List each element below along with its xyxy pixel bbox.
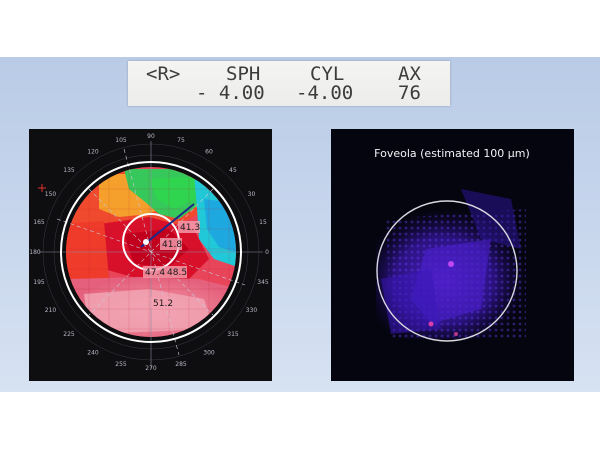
angle-label: 195 bbox=[33, 279, 45, 286]
corneal-topography-map: 41.3 41.8 47.4 48.5 51.2 0 15 30 45 60 75 90 10… bbox=[29, 129, 272, 381]
angle-label: 345 bbox=[257, 279, 269, 286]
reading-48-5: 48.5 bbox=[167, 268, 187, 278]
ax-header: AX bbox=[398, 63, 421, 85]
photoreceptor-mosaic bbox=[376, 189, 526, 339]
cyl-header: CYL bbox=[310, 63, 345, 85]
angle-label: 225 bbox=[63, 331, 75, 338]
cyl-value: -4.00 bbox=[296, 82, 354, 104]
angle-label: 15 bbox=[259, 219, 267, 226]
angle-label: 120 bbox=[87, 149, 99, 156]
angle-label: 90 bbox=[147, 133, 155, 140]
center-marker bbox=[143, 239, 149, 245]
reading-41-8: 41.8 bbox=[162, 240, 182, 250]
steep-axis-line bbox=[140, 203, 195, 248]
foveola-caption: Foveola (estimated 100 µm) bbox=[374, 147, 530, 160]
reading-41-3: 41.3 bbox=[180, 223, 200, 233]
angle-label: 135 bbox=[63, 167, 75, 174]
prescription-printout: <R> SPH CYL AX - 4.00 -4.00 76 bbox=[128, 61, 450, 106]
sph-header: SPH bbox=[226, 63, 261, 85]
angle-label: 60 bbox=[205, 149, 213, 156]
angle-label: 165 bbox=[33, 219, 45, 226]
red-crosshair-icon bbox=[38, 184, 46, 192]
angle-label: 150 bbox=[45, 191, 57, 198]
angle-label: 30 bbox=[248, 191, 256, 198]
angle-label: 285 bbox=[175, 361, 187, 368]
angle-label: 210 bbox=[45, 307, 57, 314]
meridian-lines bbox=[56, 148, 246, 356]
foveola-ring bbox=[376, 200, 518, 342]
angle-label: 105 bbox=[115, 137, 127, 144]
angle-label: 240 bbox=[87, 350, 99, 357]
angle-label: 180 bbox=[29, 249, 41, 256]
ax-value: 76 bbox=[398, 82, 421, 104]
sph-value: - 4.00 bbox=[196, 82, 265, 104]
angle-label: 45 bbox=[229, 167, 237, 174]
angle-label: 0 bbox=[265, 249, 269, 256]
angle-label: 270 bbox=[145, 365, 157, 372]
angle-label: 330 bbox=[246, 307, 258, 314]
angle-label: 300 bbox=[203, 350, 215, 357]
foveola-image: Foveola (estimated 100 µm) bbox=[331, 129, 574, 381]
angle-label: 75 bbox=[177, 137, 185, 144]
reading-47-4: 47.4 bbox=[145, 268, 165, 278]
angle-label: 315 bbox=[227, 331, 239, 338]
reading-51-2: 51.2 bbox=[153, 299, 173, 309]
foveola-svg: Foveola (estimated 100 µm) bbox=[374, 147, 530, 342]
angle-label: 255 bbox=[115, 361, 127, 368]
topography-svg: 41.3 41.8 47.4 48.5 51.2 0 15 30 45 60 75 90 10… bbox=[29, 133, 269, 372]
eye-label: <R> bbox=[146, 63, 181, 85]
outer-ring bbox=[60, 161, 242, 343]
